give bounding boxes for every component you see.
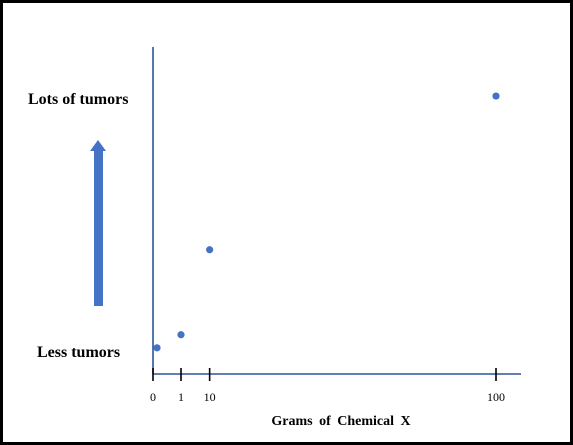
x-tick-label: 100 [487,390,505,404]
data-point [492,92,500,100]
x-tick-labels: 0 1 10 100 [150,390,505,404]
y-label-bottom: Less tumors [37,344,120,361]
up-arrow-icon [90,140,106,306]
data-point [153,344,161,352]
x-axis-title: Grams of Chemical X [271,414,410,429]
y-label-top: Lots of tumors [28,91,128,108]
x-tick-label: 0 [150,390,156,404]
x-tick-label: 1 [178,390,184,404]
arrow-shaft [94,150,103,306]
data-points [153,92,500,352]
data-point [177,331,185,339]
x-ticks [152,368,497,381]
chart-axes [152,47,521,375]
data-point [206,246,214,254]
x-tick-label: 10 [204,390,216,404]
arrow-head [90,140,106,151]
